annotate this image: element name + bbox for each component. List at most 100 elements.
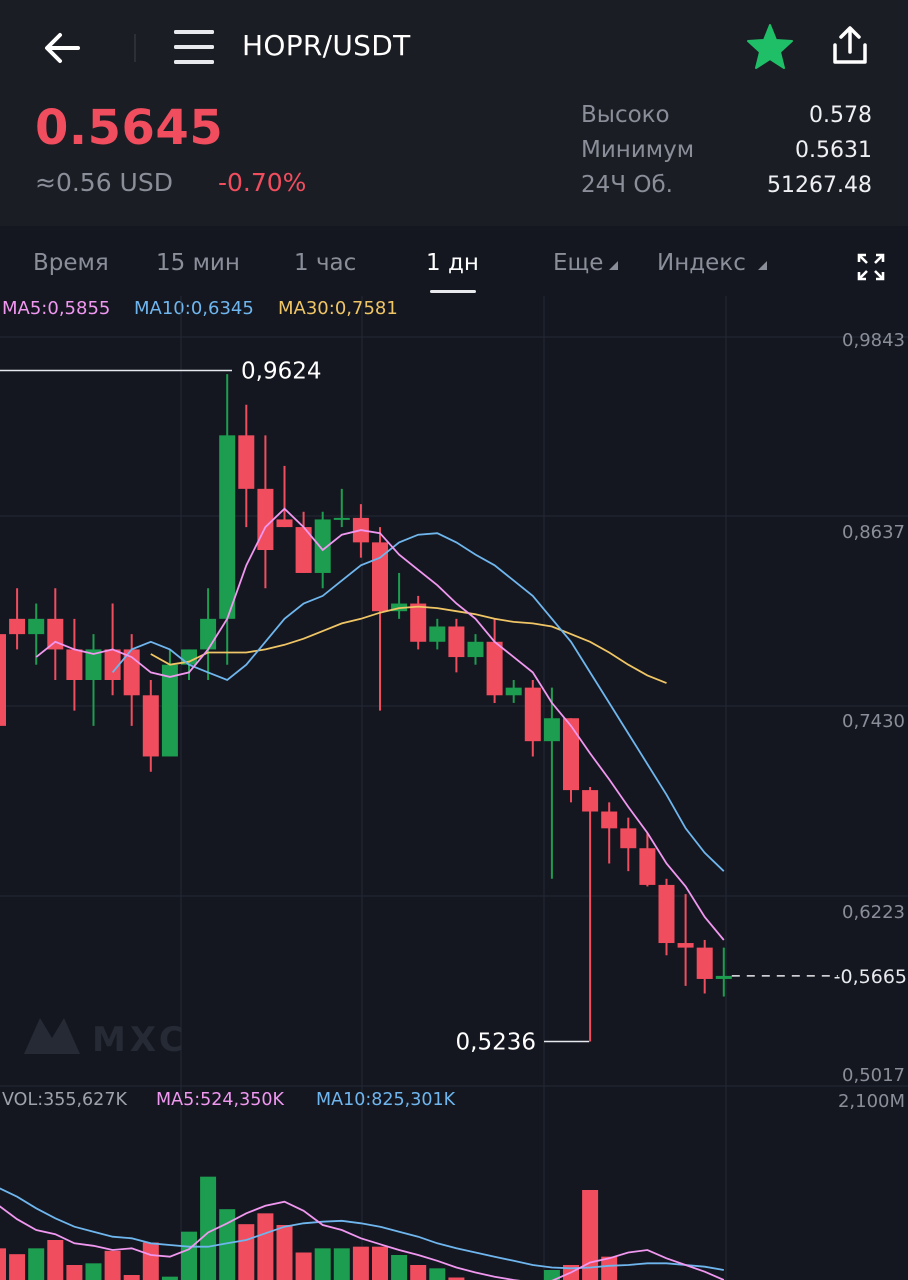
- candle-body: [161, 664, 178, 757]
- favorite-button[interactable]: [744, 22, 796, 72]
- volume-ma5-line: [0, 1200, 725, 1280]
- candle-body: [486, 641, 503, 696]
- price-change: -0.70%: [218, 168, 307, 197]
- candle-body: [448, 626, 465, 658]
- price-axis-label: 0,5017: [842, 1065, 905, 1086]
- tab-15min[interactable]: 15 мин: [156, 250, 240, 276]
- volume-bar: [161, 1276, 178, 1280]
- tab-more[interactable]: Еще: [553, 250, 604, 276]
- tab-1hour[interactable]: 1 час: [294, 250, 357, 276]
- volume-ma10-line: [0, 1187, 724, 1271]
- volume-bar: [257, 1213, 274, 1280]
- volume-bar: [200, 1176, 217, 1280]
- watermark: MXC: [24, 1018, 188, 1060]
- back-button[interactable]: [38, 24, 86, 72]
- candle-body: [219, 435, 236, 619]
- candle-body: [104, 649, 121, 681]
- volume-bar: [429, 1268, 446, 1280]
- ma5-line: [35, 507, 725, 941]
- volume-24h-value: 51267.48: [767, 173, 872, 198]
- last-price: 0.5645: [35, 100, 224, 156]
- volume-bar: [0, 1248, 6, 1280]
- price-axis-label: 0,7430: [842, 711, 905, 732]
- volume-bar: [410, 1265, 427, 1280]
- arrow-left-icon: [45, 33, 80, 63]
- interval-tabs: Время 15 мин 1 час 1 дн Еще Индекс: [0, 226, 908, 296]
- star-icon: [747, 24, 793, 69]
- candle-body: [200, 618, 217, 650]
- candle-body: [677, 943, 694, 948]
- volume-bar: [333, 1248, 350, 1280]
- high-value: 0.578: [809, 103, 872, 128]
- volume-bar: [9, 1254, 26, 1280]
- usd-price: ≈0.56 USD: [35, 168, 173, 197]
- tab-time[interactable]: Время: [33, 250, 109, 276]
- expand-fullscreen-icon: [857, 253, 885, 281]
- volume-bar: [276, 1225, 293, 1280]
- menu-button[interactable]: [170, 26, 218, 68]
- price-axis-label: 0,6223: [842, 902, 905, 923]
- volume-bars: [0, 1176, 618, 1280]
- candle-body: [429, 626, 446, 642]
- ma30-legend: MA30:0,7581: [278, 298, 398, 319]
- candlestick-chart[interactable]: MXC 0,9843 0,8637 0,7430 0,6223 0,5017 2,100M…: [0, 296, 908, 1280]
- candle-body: [85, 649, 102, 681]
- volume-axis-label: 2,100M: [838, 1091, 905, 1112]
- share-button[interactable]: [826, 24, 874, 70]
- candle-body: [524, 687, 541, 742]
- volume-ma5-legend: MA5:524,350K: [156, 1090, 284, 1110]
- ma-lines: [35, 507, 725, 941]
- candle-body: [563, 718, 579, 791]
- volume-bar: [123, 1275, 140, 1280]
- volume-bar: [142, 1242, 159, 1280]
- ma5-legend: MA5:0,5855: [2, 298, 111, 319]
- expand-button[interactable]: [856, 252, 886, 282]
- volume-bar: [47, 1240, 64, 1280]
- divider: [134, 34, 136, 62]
- volume-bar: [372, 1246, 388, 1280]
- candle-body: [238, 435, 255, 489]
- candle-body: [314, 519, 331, 573]
- volume-bar: [543, 1270, 560, 1280]
- candle-body: [696, 947, 713, 979]
- volume-bar: [181, 1231, 197, 1280]
- volume-ma-lines: [0, 1187, 725, 1280]
- current-price-label: -0,5665: [834, 966, 907, 988]
- candle-body: [9, 618, 26, 635]
- volume-bar: [85, 1263, 102, 1280]
- tab-index[interactable]: Индекс: [657, 250, 746, 276]
- volume-bar: [448, 1277, 465, 1280]
- candle-body: [276, 519, 293, 528]
- candles: [0, 374, 732, 1042]
- volume-bar: [582, 1190, 599, 1280]
- volume-24h-label: 24Ч Об.: [581, 172, 673, 198]
- candle-body: [66, 649, 83, 681]
- mxc-logo-icon: [24, 1018, 80, 1054]
- ma10-line: [111, 532, 725, 872]
- ticker-header: HOPR/USDT 0.5645 ≈0.56 USD -0.70% Высоко…: [0, 0, 908, 226]
- more-caret-icon: [609, 261, 618, 270]
- candle-body: [257, 488, 274, 551]
- low-value: 0.5631: [795, 138, 872, 163]
- hamburger-menu-icon: [174, 30, 214, 64]
- chart-labels: 0,9843 0,8637 0,7430 0,6223 0,5017 2,100M -0,5…: [0, 330, 907, 1112]
- candle-body: [620, 828, 637, 849]
- volume-bar: [391, 1255, 408, 1280]
- candle-body: [658, 884, 675, 944]
- active-tab-indicator: [430, 290, 476, 293]
- share-icon: [833, 26, 867, 64]
- volume-legend: VOL:355,627K: [2, 1090, 127, 1110]
- tab-1day[interactable]: 1 дн: [426, 250, 479, 276]
- high-price-label: 0,9624: [241, 358, 321, 384]
- pair-title[interactable]: HOPR/USDT: [242, 29, 411, 62]
- chart-grid: [0, 296, 908, 1280]
- ma30-line: [150, 605, 667, 684]
- candle-body: [0, 634, 6, 726]
- volume-bar: [66, 1265, 83, 1280]
- candle-body: [715, 975, 732, 979]
- candle-body: [28, 618, 45, 635]
- app-bar: HOPR/USDT: [0, 0, 908, 95]
- volume-bar: [295, 1252, 312, 1280]
- watermark-text: MXC: [92, 1020, 188, 1060]
- candle-body: [333, 517, 350, 520]
